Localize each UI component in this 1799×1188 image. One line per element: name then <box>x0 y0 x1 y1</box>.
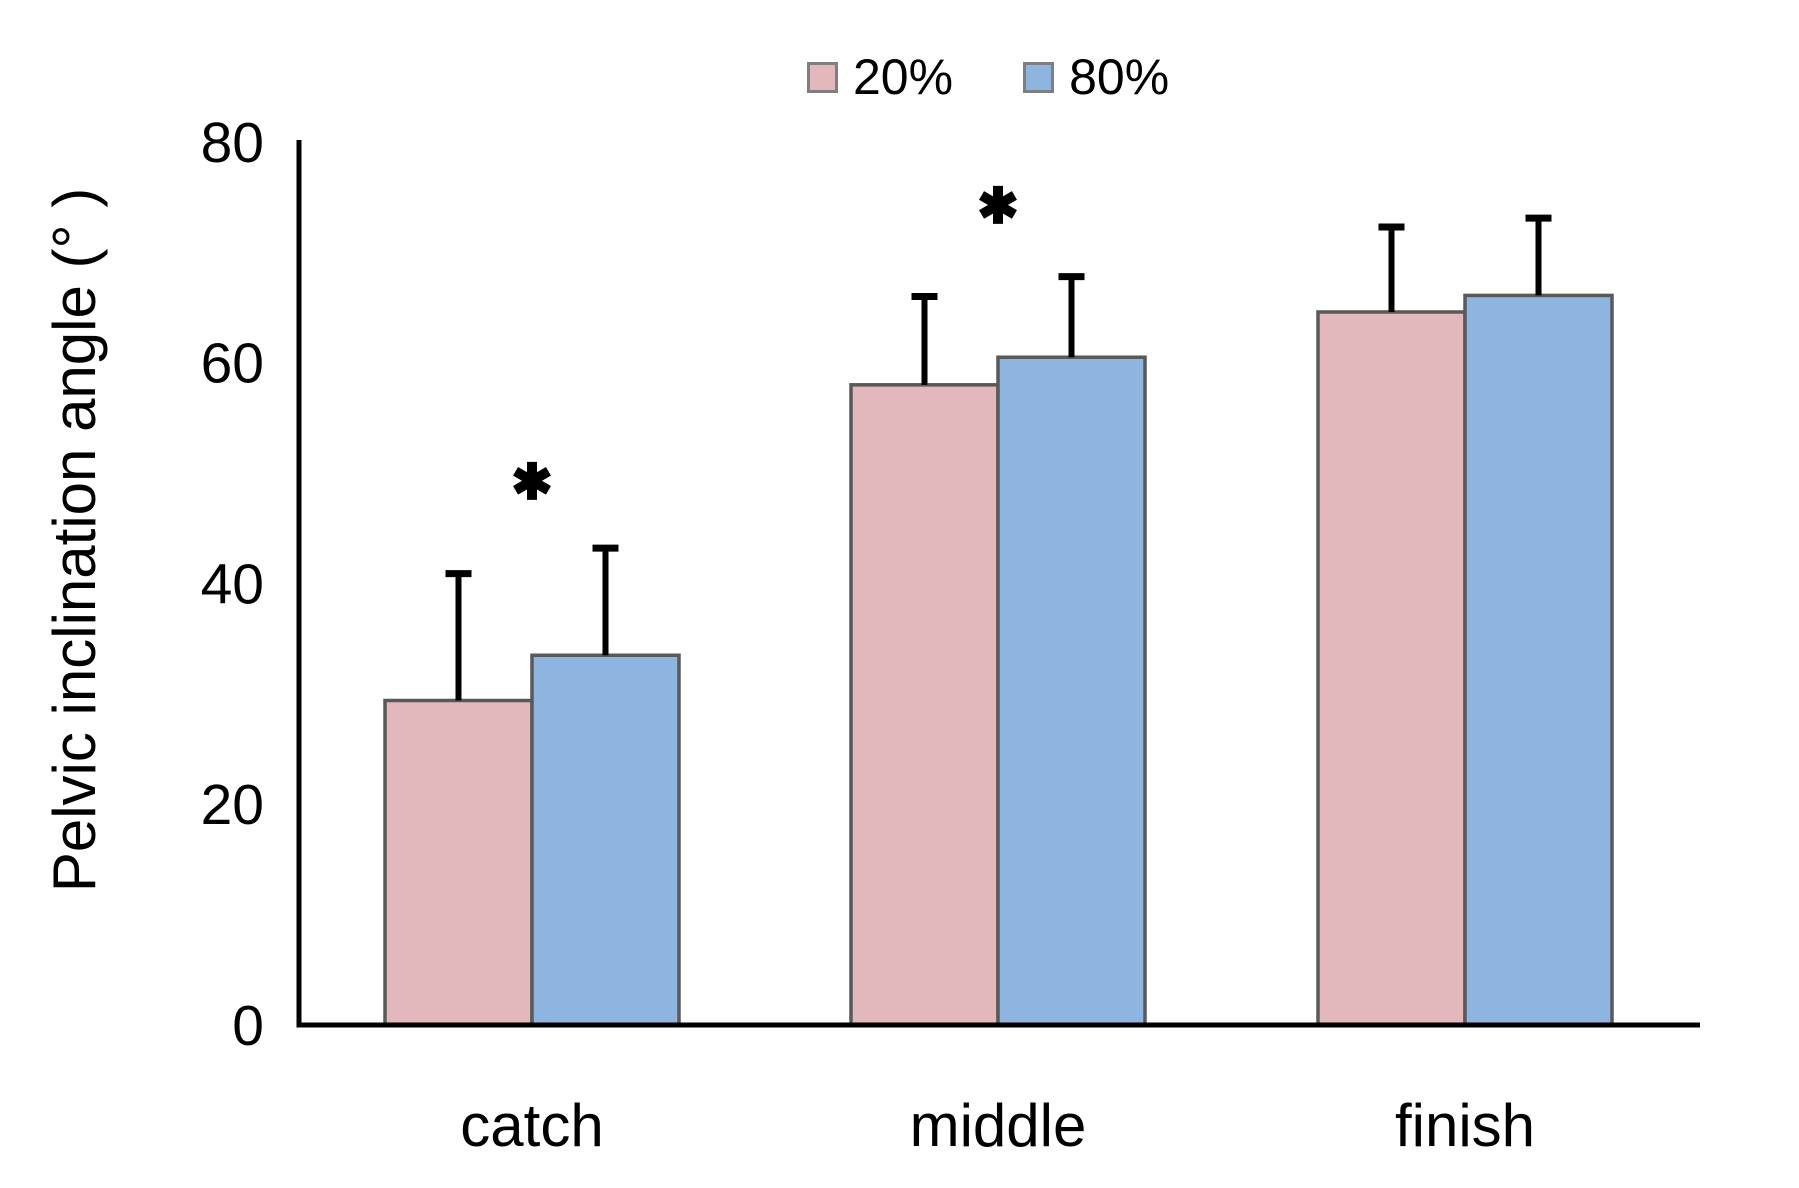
bar-middle-80% <box>996 355 1147 1027</box>
legend: 20% 80% <box>807 52 1169 102</box>
x-category-label-catch: catch <box>460 1092 603 1159</box>
legend-swatch-20pct-icon <box>807 61 838 93</box>
significance-asterisk-catch <box>513 461 551 500</box>
bar-catch-20% <box>383 698 534 1027</box>
y-tick-label-60: 60 <box>201 332 264 396</box>
legend-label-80pct: 80% <box>1069 49 1170 105</box>
y-tick-label-40: 40 <box>201 552 264 616</box>
y-tick-label-80: 80 <box>201 111 264 175</box>
legend-item-80pct: 80% <box>1023 52 1169 102</box>
x-category-label-middle: middle <box>910 1092 1087 1159</box>
x-category-label-finish: finish <box>1395 1092 1535 1159</box>
bar-middle-20% <box>849 383 1000 1027</box>
bar-finish-80% <box>1463 293 1614 1027</box>
y-axis-title: Pelvic inclination angle (° ) <box>41 188 108 892</box>
significance-asterisk-middle <box>979 185 1017 224</box>
legend-swatch-80pct-icon <box>1023 61 1055 93</box>
bar-finish-20% <box>1316 310 1467 1027</box>
legend-label-20pct: 20% <box>853 49 954 105</box>
y-tick-label-0: 0 <box>232 994 264 1058</box>
bar-catch-80% <box>530 653 681 1027</box>
y-tick-label-20: 20 <box>201 773 264 837</box>
legend-item-20pct: 20% <box>807 52 953 102</box>
